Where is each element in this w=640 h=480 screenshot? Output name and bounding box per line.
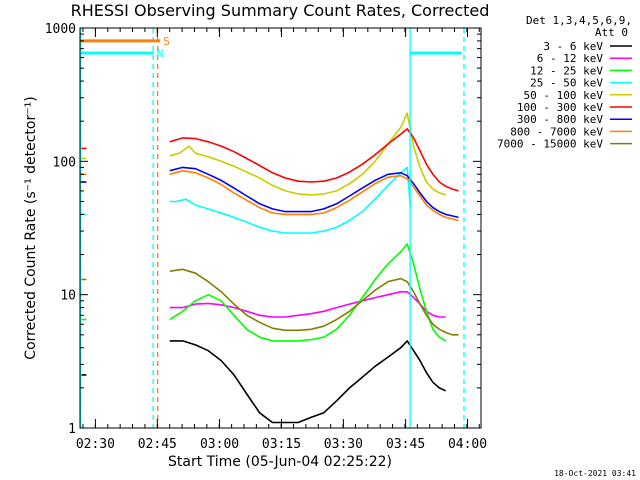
legend-label-100-300-kev: 100 - 300 keV — [517, 101, 603, 114]
legend-label-7000-15000-kev: 7000 - 15000 keV — [497, 138, 603, 151]
plot-frame — [79, 27, 482, 429]
legend-label-800-7000-kev: 800 - 7000 keV — [510, 125, 603, 138]
legend-label-6-12-kev: 6 - 12 keV — [537, 52, 604, 65]
series-line-800-7000-kev — [81, 169, 459, 222]
x-tick-label: 03:00 — [200, 437, 239, 452]
series-line-6-12-kev — [81, 181, 446, 318]
series-line-7000-15000-kev — [81, 268, 459, 336]
x-tick-label: 03:15 — [262, 437, 301, 452]
x-tick-label: 02:45 — [138, 437, 177, 452]
series-line-100-300-kev — [81, 128, 459, 192]
legend-header-line2: Att 0 — [595, 26, 628, 39]
legend-label-3-6-kev: 3 - 6 keV — [543, 40, 603, 53]
legend-header-line1: Det 1,3,4,5,6,9, — [526, 14, 632, 27]
legend-label-300-800-kev: 300 - 800 keV — [517, 113, 603, 126]
plot-area: 1 10 100 1000 02:30 02:45 03:00 03:15 03:30 03:45… — [45, 22, 487, 452]
legend-label-50-100-kev: 50 - 100 keV — [524, 89, 604, 102]
series-line-3-6-kev — [81, 340, 447, 424]
y-tick-label: 10 — [60, 289, 76, 304]
y-tick-label: 1000 — [45, 22, 76, 37]
series-line-50-100-kev — [81, 112, 446, 196]
x-tick-label: 03:45 — [386, 437, 425, 452]
x-tick-label: 03:30 — [324, 437, 363, 452]
x-tick-label: 02:30 — [76, 437, 115, 452]
legend-label-25-50-kev: 25 - 50 keV — [530, 77, 603, 90]
chart-title: RHESSI Observing Summary Count Rates, Co… — [71, 1, 490, 20]
series-line-300-800-kev — [81, 166, 459, 219]
y-tick-label: 100 — [53, 155, 76, 170]
marker-layer — [80, 28, 465, 428]
series-line-12-25-kev — [81, 243, 447, 342]
generation-timestamp: 18-Oct-2021 03:41 — [554, 469, 636, 478]
flag-label-S: S — [163, 35, 170, 48]
x-tick-label: 04:00 — [448, 437, 487, 452]
x-axis-label: Start Time (05-Jun-04 02:25:22) — [168, 454, 392, 470]
flag-label-N: N — [157, 47, 164, 60]
series-layer — [81, 112, 459, 424]
y-tick-label: 1 — [68, 422, 76, 437]
axis-layer: 1 10 100 1000 02:30 02:45 03:00 03:15 03:30 03:45… — [45, 22, 487, 452]
y-axis-label: Corrected Count Rate (s⁻¹ detector⁻¹) — [23, 96, 39, 359]
legend-label-12-25-kev: 12 - 25 keV — [530, 64, 603, 77]
